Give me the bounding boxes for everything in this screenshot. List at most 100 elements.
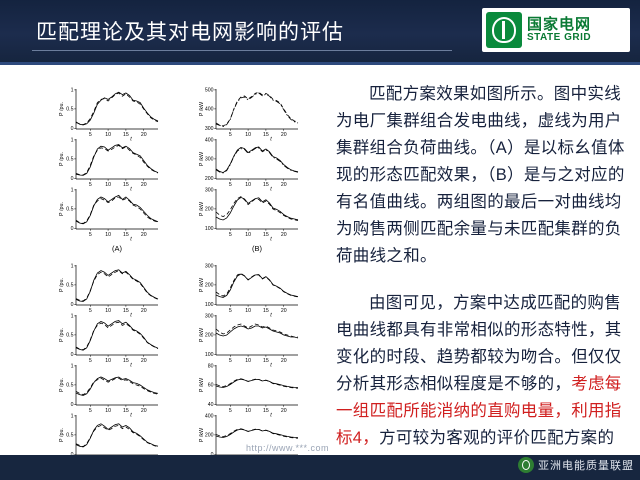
chart-series-line — [75, 144, 159, 176]
chart-series-line — [75, 269, 159, 302]
svg-text:0.5: 0.5 — [66, 157, 73, 163]
svg-text:10: 10 — [245, 132, 251, 138]
svg-text:20: 20 — [281, 358, 287, 364]
svg-text:5: 5 — [89, 408, 92, 414]
svg-text:200: 200 — [205, 433, 214, 439]
svg-text:20: 20 — [281, 408, 287, 414]
chart-series-line — [75, 424, 159, 448]
svg-text:100: 100 — [205, 226, 214, 232]
chart-series-line — [215, 325, 299, 339]
footer-leaf-icon — [518, 457, 534, 473]
svg-text:15: 15 — [123, 408, 129, 414]
svg-text:20: 20 — [141, 358, 147, 364]
chart-panel: 1 0.5 0 5 10 15 20 t P /pu. — [59, 314, 159, 369]
chart-series-line — [215, 428, 299, 438]
svg-text:1: 1 — [71, 414, 74, 420]
svg-text:P /pu.: P /pu. — [59, 428, 65, 442]
chart-series-line — [215, 196, 299, 221]
svg-text:1: 1 — [71, 138, 74, 144]
svg-text:200: 200 — [205, 333, 214, 339]
svg-text:10: 10 — [245, 358, 251, 364]
svg-text:t: t — [270, 363, 272, 369]
svg-text:10: 10 — [245, 408, 251, 414]
svg-text:t: t — [130, 313, 132, 319]
chart-series-line — [215, 92, 299, 128]
svg-text:P /pu.: P /pu. — [59, 328, 65, 342]
svg-text:200: 200 — [205, 207, 214, 213]
svg-text:400: 400 — [205, 107, 214, 113]
page-title: 匹配理论及其对电网影响的评估 — [36, 21, 344, 44]
chart-series-line — [215, 272, 299, 298]
svg-text:P /kW: P /kW — [199, 151, 205, 166]
chart-series-line — [215, 378, 299, 388]
svg-text:P /kW: P /kW — [199, 101, 205, 116]
chart-series-line — [75, 194, 159, 225]
svg-text:0.5: 0.5 — [66, 333, 73, 339]
svg-text:15: 15 — [263, 232, 269, 238]
svg-text:0: 0 — [71, 176, 74, 182]
svg-text:0: 0 — [71, 226, 74, 232]
svg-text:0: 0 — [71, 126, 74, 132]
svg-text:1: 1 — [71, 264, 74, 270]
svg-text:t: t — [270, 237, 272, 243]
logo-en-label: STATE GRID — [527, 31, 592, 43]
svg-text:20: 20 — [281, 182, 287, 188]
svg-text:20: 20 — [141, 308, 147, 314]
svg-text:5: 5 — [89, 358, 92, 364]
svg-text:P /pu.: P /pu. — [59, 152, 65, 166]
chart-panel: 300 200 100 5 10 15 20 t P /kW — [199, 314, 299, 369]
svg-text:40: 40 — [208, 402, 214, 408]
svg-text:10: 10 — [105, 182, 111, 188]
chart-panel: 300 200 100 5 10 15 20 t P /kW — [199, 188, 299, 243]
svg-text:15: 15 — [123, 132, 129, 138]
text-panel: 匹配方案效果如图所示。图中实线为电厂集群组合发电曲线，虚线为用户集群组合负荷曲线… — [336, 81, 628, 479]
svg-text:t: t — [270, 137, 272, 143]
svg-text:P /pu.: P /pu. — [59, 378, 65, 392]
logo-text-block: 国家电网 STATE GRID — [527, 17, 591, 43]
svg-text:20: 20 — [281, 308, 287, 314]
svg-text:10: 10 — [105, 232, 111, 238]
chart-panel: 1 0.5 0 5 10 15 20 t P /pu. — [59, 188, 159, 243]
figure-panel: 1 0.5 0 5 10 15 20 t P /pu. 1 0.5 0 5 10 15 20 t P /pu. 1 0… — [46, 77, 328, 479]
paragraph-2-part-a: 由图可见，方案中达成匹配的购售电曲线都具有非常相似的形态特性，其变化的时段、趋势… — [336, 294, 622, 393]
svg-text:15: 15 — [123, 232, 129, 238]
svg-text:0: 0 — [71, 302, 74, 308]
svg-text:20: 20 — [141, 232, 147, 238]
chart-panel: 300 200 100 5 10 15 20 t P /kW — [199, 264, 299, 319]
svg-text:t: t — [130, 363, 132, 369]
chart-panel: 500 400 300 5 10 15 20 t P /kW — [199, 88, 299, 143]
footer-logo-label: 亚洲电能质量联盟 — [538, 460, 634, 472]
chart-series-line — [215, 428, 299, 439]
title-underline — [32, 50, 452, 51]
svg-text:0.5: 0.5 — [66, 283, 73, 289]
svg-text:5: 5 — [89, 132, 92, 138]
svg-text:100: 100 — [205, 352, 214, 358]
svg-text:100: 100 — [205, 302, 214, 308]
chart-panel: 1 0.5 0 5 10 15 20 t P /pu. — [59, 138, 159, 193]
svg-text:P /kW: P /kW — [199, 327, 205, 342]
svg-text:200: 200 — [205, 283, 214, 289]
svg-text:5: 5 — [229, 308, 232, 314]
svg-text:10: 10 — [105, 408, 111, 414]
chart-series-line — [75, 196, 159, 224]
svg-text:t: t — [130, 237, 132, 243]
svg-text:10: 10 — [105, 358, 111, 364]
svg-text:300: 300 — [205, 264, 214, 270]
svg-text:15: 15 — [263, 408, 269, 414]
state-grid-logo-icon — [486, 12, 522, 48]
svg-text:0.5: 0.5 — [66, 433, 73, 439]
svg-text:20: 20 — [281, 232, 287, 238]
svg-text:0: 0 — [71, 352, 74, 358]
figure-group-label: (B) — [252, 244, 263, 253]
svg-text:P /kW: P /kW — [199, 277, 205, 292]
svg-text:0.5: 0.5 — [66, 107, 73, 113]
svg-text:t: t — [130, 413, 132, 419]
svg-text:500: 500 — [205, 88, 214, 94]
svg-text:15: 15 — [263, 182, 269, 188]
svg-text:10: 10 — [245, 182, 251, 188]
svg-text:20: 20 — [141, 182, 147, 188]
svg-text:P /pu.: P /pu. — [59, 278, 65, 292]
chart-series-line — [75, 92, 159, 126]
chart-series-line — [75, 377, 159, 396]
